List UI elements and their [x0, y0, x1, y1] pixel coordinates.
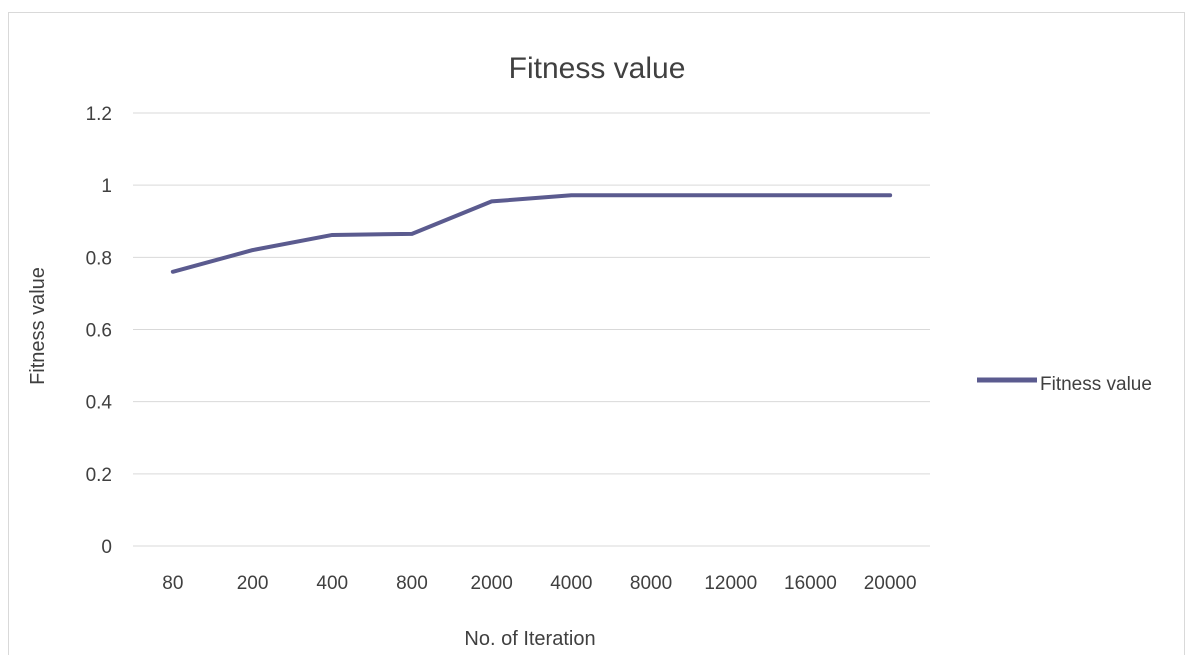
- y-tick-label: 1.2: [86, 104, 112, 125]
- y-tick-label: 0.4: [86, 393, 113, 414]
- x-tick-label: 200: [237, 573, 269, 594]
- x-tick-label: 4000: [550, 573, 592, 594]
- y-axis-label: Fitness value: [27, 267, 49, 385]
- x-tick-label: 20000: [864, 573, 917, 594]
- x-tick-label: 16000: [784, 573, 837, 594]
- x-tick-label: 400: [316, 573, 348, 594]
- x-tick-label: 12000: [704, 573, 757, 594]
- y-tick-label: 0.2: [86, 465, 112, 486]
- x-tick-label: 80: [162, 573, 183, 594]
- x-tick-label: 8000: [630, 573, 672, 594]
- y-tick-label: 0.8: [86, 248, 112, 269]
- legend-label: Fitness value: [1040, 374, 1152, 395]
- chart-border: [9, 13, 1185, 656]
- x-tick-label: 2000: [471, 573, 513, 594]
- y-tick-label: 1: [101, 176, 112, 197]
- x-axis-label: No. of Iteration: [464, 628, 595, 650]
- x-tick-label: 800: [396, 573, 428, 594]
- y-tick-label: 0.6: [86, 321, 112, 342]
- chart-title: Fitness value: [509, 52, 686, 85]
- y-tick-label: 0: [101, 537, 112, 558]
